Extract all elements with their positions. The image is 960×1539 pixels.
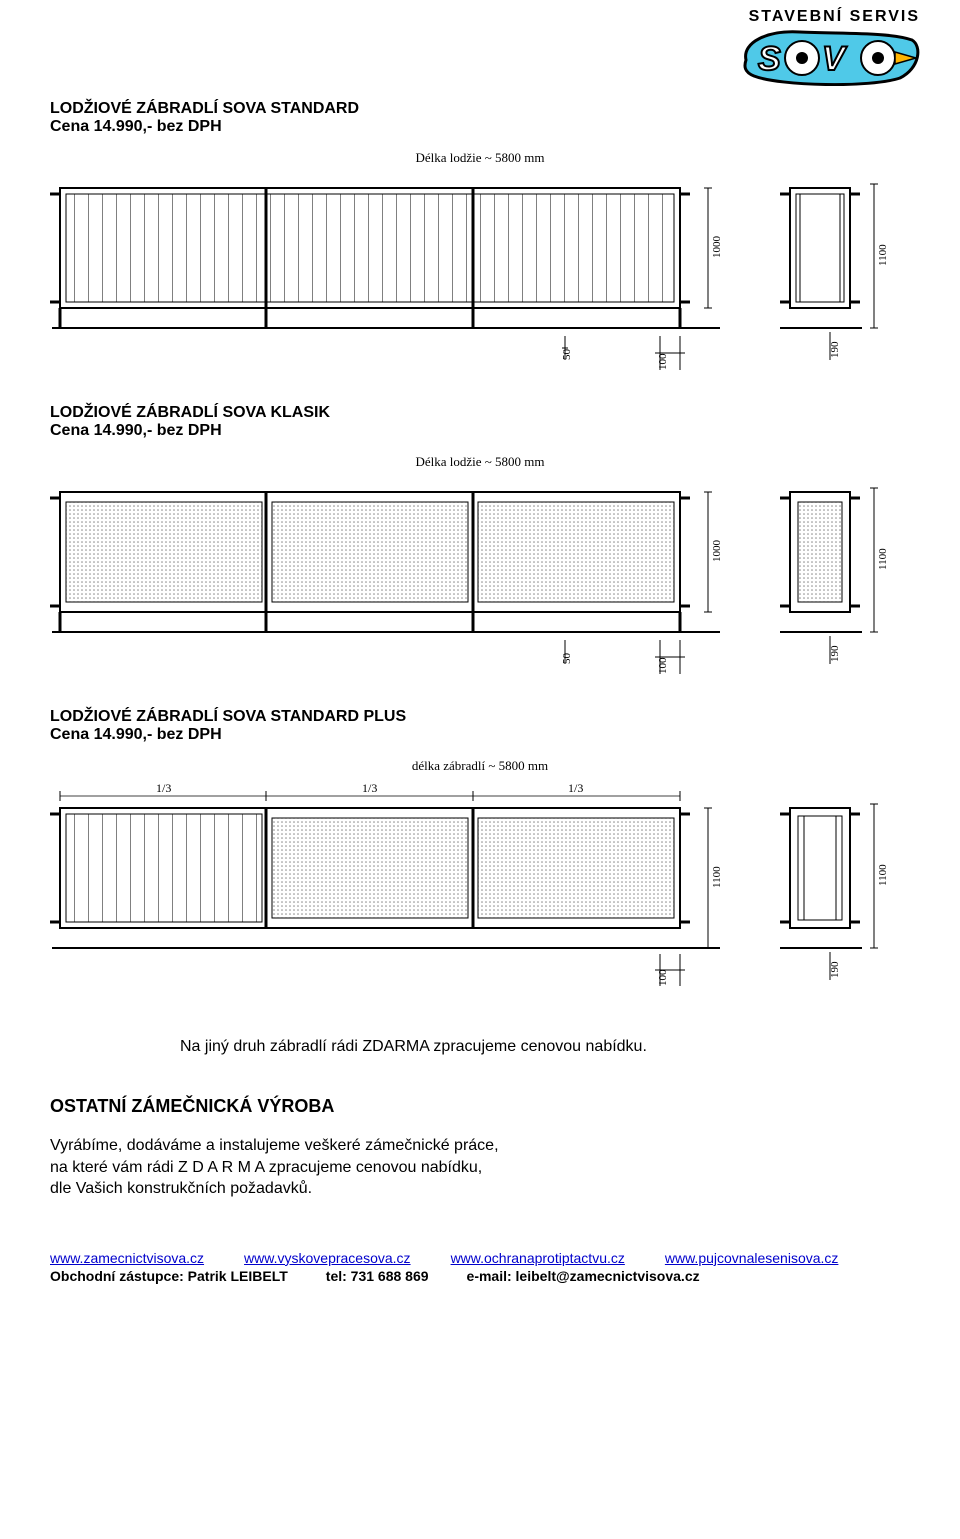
company-logo: STAVEBNÍ SERVIS S V	[740, 8, 920, 91]
product-title: LODŽIOVÉ ZÁBRADLÍ SOVA KLASIK	[50, 404, 910, 422]
footer-link[interactable]: www.vyskovepracesova.cz	[244, 1250, 411, 1266]
svg-text:1000: 1000	[711, 540, 723, 563]
drawing-klasik: Délka lodžie ~ 5800 mm	[50, 454, 910, 684]
footer-tel: tel: 731 688 869	[326, 1268, 429, 1284]
svg-text:1100: 1100	[711, 866, 723, 888]
footer-link[interactable]: www.pujcovnalesenisova.cz	[665, 1250, 839, 1266]
drawing-standard-plus: délka zábradlí ~ 5800 mm 1/3	[50, 758, 910, 998]
other-heading: OSTATNÍ ZÁMEČNICKÁ VÝROBA	[50, 1096, 910, 1117]
footer-link[interactable]: www.zamecnictvisova.cz	[50, 1250, 204, 1266]
product-price: Cena 14.990,- bez DPH	[50, 118, 910, 136]
footer-link[interactable]: www.ochranaprotiptactvu.cz	[451, 1250, 625, 1266]
svg-text:1100: 1100	[877, 864, 889, 886]
svg-text:1/3: 1/3	[568, 781, 583, 795]
body-line: na které vám rádi Z D A R M A zpracujeme…	[50, 1159, 482, 1176]
svg-text:1/3: 1/3	[156, 781, 171, 795]
footer-email: e-mail: leibelt@zamecnictvisova.cz	[467, 1268, 700, 1284]
svg-text:100: 100	[657, 657, 669, 674]
length-label: délka zábradlí ~ 5800 mm	[50, 758, 910, 774]
body-line: dle Vašich konstrukčních požadavků.	[50, 1180, 312, 1197]
page-footer: www.zamecnictvisova.cz www.vyskovepraces…	[0, 1210, 960, 1294]
svg-text:100: 100	[657, 969, 669, 986]
svg-text:190: 190	[829, 645, 841, 662]
body-line: Vyrábíme, dodáváme a instalujeme veškeré…	[50, 1137, 499, 1154]
svg-text:1/3: 1/3	[362, 781, 377, 795]
product-title: LODŽIOVÉ ZÁBRADLÍ SOVA STANDARD PLUS	[50, 708, 910, 726]
product-price: Cena 14.990,- bez DPH	[50, 726, 910, 744]
svg-text:S: S	[758, 40, 781, 78]
svg-text:V: V	[822, 40, 848, 78]
product-price: Cena 14.990,- bez DPH	[50, 422, 910, 440]
footer-rep: Obchodní zástupce: Patrik LEIBELT	[50, 1268, 288, 1284]
svg-text:100: 100	[657, 353, 669, 370]
logo-top-text: STAVEBNÍ SERVIS	[740, 8, 920, 26]
svg-text:1100: 1100	[877, 244, 889, 266]
length-label: Délka lodžie ~ 5800 mm	[50, 150, 910, 166]
footer-links: www.zamecnictvisova.cz www.vyskovepraces…	[50, 1250, 910, 1266]
svg-text:50: 50	[561, 349, 573, 361]
svg-text:1000: 1000	[711, 236, 723, 259]
svg-text:1100: 1100	[877, 548, 889, 570]
svg-text:190: 190	[829, 961, 841, 978]
svg-text:190: 190	[829, 341, 841, 358]
product-title: LODŽIOVÉ ZÁBRADLÍ SOVA STANDARD	[50, 100, 910, 118]
svg-text:50: 50	[561, 653, 573, 665]
sova-logo-icon: S V	[740, 28, 920, 86]
offer-note: Na jiný druh zábradlí rádi ZDARMA zpracu…	[180, 1038, 910, 1056]
drawing-standard: Délka lodžie ~ 5800 mm	[50, 150, 910, 380]
length-label: Délka lodžie ~ 5800 mm	[50, 454, 910, 470]
other-body: Vyrábíme, dodáváme a instalujeme veškeré…	[50, 1135, 910, 1200]
